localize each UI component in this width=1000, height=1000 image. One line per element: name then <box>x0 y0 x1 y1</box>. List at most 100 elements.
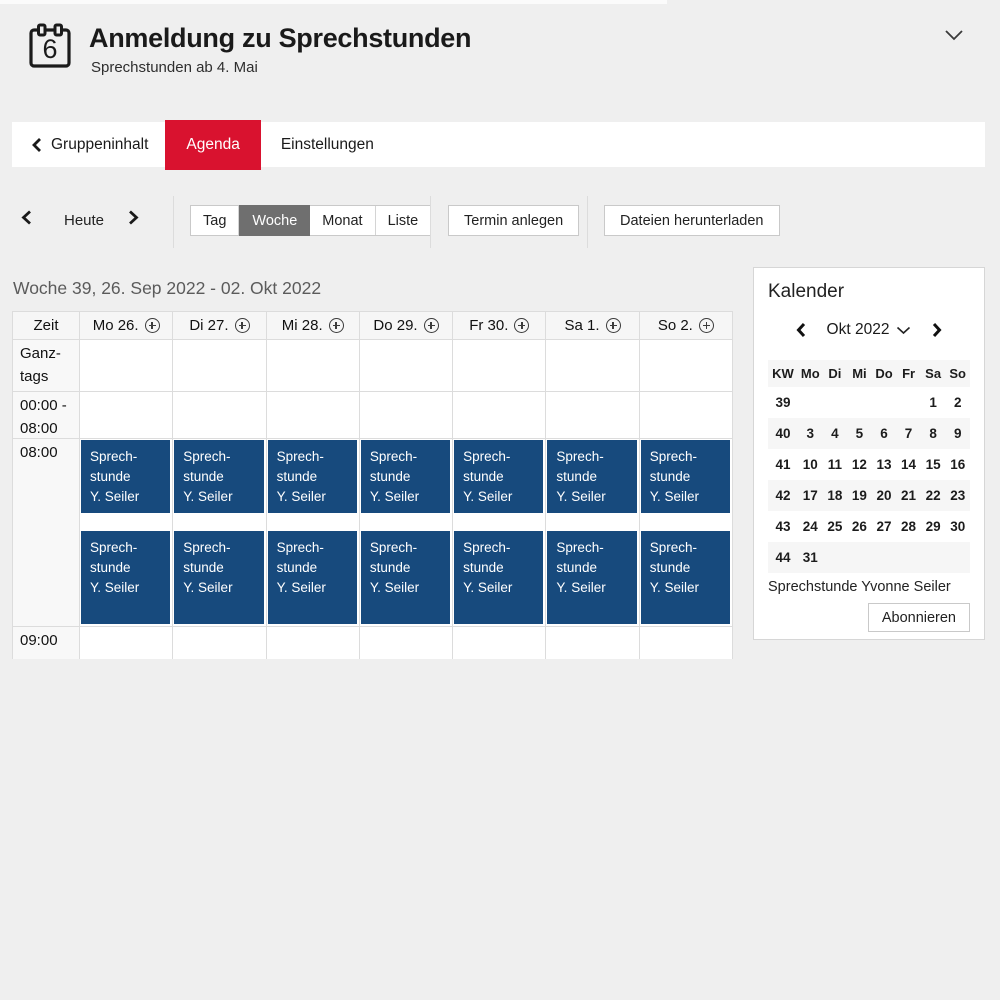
calendar-day[interactable]: 12 <box>851 457 867 472</box>
add-event-icon[interactable] <box>605 318 621 333</box>
chevron-right-icon[interactable] <box>932 322 943 338</box>
agenda-cell[interactable] <box>545 391 639 438</box>
calendar-day[interactable]: 5 <box>847 418 872 449</box>
agenda-cell[interactable] <box>265 391 359 438</box>
calendar-day[interactable]: 17 <box>798 480 823 511</box>
calendar-day[interactable]: 24 <box>802 519 818 534</box>
agenda-cell[interactable] <box>638 626 732 659</box>
calendar-day[interactable]: 4 <box>822 418 848 449</box>
agenda-cell[interactable]: Sprech-stunde Y. Seiler Sprech-stunde Y. Se… <box>172 438 266 626</box>
agenda-cell[interactable] <box>172 339 266 391</box>
add-event-icon[interactable] <box>328 318 344 333</box>
event-block[interactable]: Sprech-stunde Y. Seiler <box>547 440 637 513</box>
chevron-right-icon[interactable] <box>128 209 146 233</box>
calendar-day[interactable]: 15 <box>925 457 941 472</box>
agenda-cell[interactable]: Sprech-stunde Y. Seiler Sprech-stunde Y. Se… <box>265 438 359 626</box>
calendar-day[interactable]: 23 <box>945 480 970 511</box>
add-event-icon[interactable] <box>514 318 530 333</box>
agenda-cell[interactable] <box>265 626 359 659</box>
event-block[interactable]: Sprech-stunde Y. Seiler <box>640 531 730 624</box>
agenda-cell[interactable] <box>545 339 639 391</box>
agenda-cell[interactable] <box>452 391 546 438</box>
add-event-icon[interactable] <box>234 318 250 333</box>
view-option-woche[interactable]: Woche <box>239 205 311 236</box>
calendar-day[interactable]: 9 <box>945 418 970 449</box>
chevron-down-icon[interactable] <box>943 28 967 46</box>
calendar-day[interactable]: 27 <box>876 519 892 534</box>
agenda-cell[interactable] <box>79 626 173 659</box>
calendar-day[interactable]: 16 <box>950 457 966 472</box>
month-selector[interactable]: Okt 2022 <box>827 321 912 339</box>
calendar-day[interactable]: 26 <box>851 519 867 534</box>
event-block[interactable]: Sprech-stunde Y. Seiler <box>81 531 171 624</box>
event-block[interactable]: Sprech-stunde Y. Seiler <box>174 531 264 624</box>
calendar-day[interactable]: 21 <box>896 480 921 511</box>
tab-agenda[interactable]: Agenda <box>165 120 261 170</box>
agenda-cell[interactable] <box>452 339 546 391</box>
agenda-cell[interactable] <box>358 339 453 391</box>
back-link-gruppeninhalt[interactable]: Gruppeninhalt <box>12 136 165 154</box>
view-option-liste[interactable]: Liste <box>387 212 419 229</box>
calendar-day[interactable]: 3 <box>798 418 823 449</box>
agenda-cell[interactable]: Sprech-stunde Y. Seiler Sprech-stunde Y. Se… <box>452 438 546 626</box>
tab-einstellungen[interactable]: Einstellungen <box>280 135 374 153</box>
calendar-day[interactable]: 13 <box>876 457 892 472</box>
calendar-day[interactable]: 14 <box>901 457 917 472</box>
event-block[interactable]: Sprech-stunde Y. Seiler <box>81 440 171 513</box>
agenda-cell[interactable] <box>358 626 453 659</box>
agenda-cell[interactable]: Sprech-stunde Y. Seiler Sprech-stunde Y. Se… <box>358 438 453 626</box>
calendar-day[interactable]: 22 <box>920 480 946 511</box>
view-option-monat[interactable]: Monat <box>310 206 376 235</box>
agenda-cell[interactable]: Sprech-stunde Y. Seiler Sprech-stunde Y. Se… <box>638 438 732 626</box>
agenda-cell[interactable] <box>358 391 453 438</box>
calendar-day[interactable]: 7 <box>896 418 921 449</box>
event-block[interactable]: Sprech-stunde Y. Seiler <box>360 531 451 624</box>
calendar-day[interactable]: 11 <box>827 457 842 472</box>
agenda-cell[interactable] <box>452 626 546 659</box>
agenda-cell[interactable] <box>265 339 359 391</box>
event-block[interactable]: Sprech-stunde Y. Seiler <box>174 440 264 513</box>
calendar-day[interactable]: 6 <box>871 418 897 449</box>
calendar-day[interactable]: 31 <box>798 542 823 573</box>
chevron-left-icon <box>31 137 42 153</box>
today-button[interactable]: Heute <box>63 212 105 229</box>
agenda-cell[interactable] <box>172 391 266 438</box>
add-event-icon[interactable] <box>698 318 714 333</box>
agenda-cell[interactable]: Sprech-stunde Y. Seiler Sprech-stunde Y. Se… <box>79 438 173 626</box>
agenda-cell[interactable] <box>79 391 173 438</box>
event-block[interactable]: Sprech-stunde Y. Seiler <box>360 440 451 513</box>
calendar-day[interactable]: 18 <box>822 480 848 511</box>
calendar-day[interactable]: 19 <box>847 480 872 511</box>
create-appointment-button[interactable]: Termin anlegen <box>448 205 580 236</box>
calendar-day[interactable]: 8 <box>920 418 946 449</box>
calendar-day[interactable]: 25 <box>827 519 843 534</box>
agenda-cell[interactable] <box>172 626 266 659</box>
calendar-day[interactable]: 29 <box>925 519 941 534</box>
event-line: Y. Seiler <box>369 579 420 595</box>
agenda-cell[interactable] <box>638 391 732 438</box>
chevron-left-icon[interactable] <box>795 322 806 338</box>
add-event-icon[interactable] <box>423 318 439 333</box>
chevron-left-icon[interactable] <box>20 209 38 233</box>
event-block[interactable]: Sprech-stunde Y. Seiler <box>267 531 357 624</box>
event-block[interactable]: Sprech-stunde Y. Seiler <box>267 440 357 513</box>
event-block[interactable]: Sprech-stunde Y. Seiler <box>454 531 544 624</box>
view-option-tag[interactable]: Tag <box>191 206 240 235</box>
calendar-day[interactable]: 1 <box>929 395 937 410</box>
add-event-icon[interactable] <box>144 318 160 333</box>
week-number: 41 <box>775 457 791 472</box>
subscribe-button[interactable]: Abonnieren <box>867 603 970 632</box>
event-block[interactable]: Sprech-stunde Y. Seiler <box>640 440 730 513</box>
calendar-day[interactable]: 10 <box>802 457 818 472</box>
event-block[interactable]: Sprech-stunde Y. Seiler <box>454 440 544 513</box>
agenda-cell[interactable] <box>79 339 173 391</box>
agenda-cell[interactable]: Sprech-stunde Y. Seiler Sprech-stunde Y. Se… <box>545 438 639 626</box>
calendar-day[interactable]: 20 <box>871 480 897 511</box>
calendar-day[interactable]: 30 <box>950 519 966 534</box>
agenda-cell[interactable] <box>545 626 639 659</box>
event-block[interactable]: Sprech-stunde Y. Seiler <box>547 531 637 624</box>
calendar-day[interactable]: 2 <box>953 395 962 410</box>
agenda-cell[interactable] <box>638 339 732 391</box>
calendar-day[interactable]: 28 <box>901 519 917 534</box>
download-files-button[interactable]: Dateien herunterladen <box>604 205 780 236</box>
